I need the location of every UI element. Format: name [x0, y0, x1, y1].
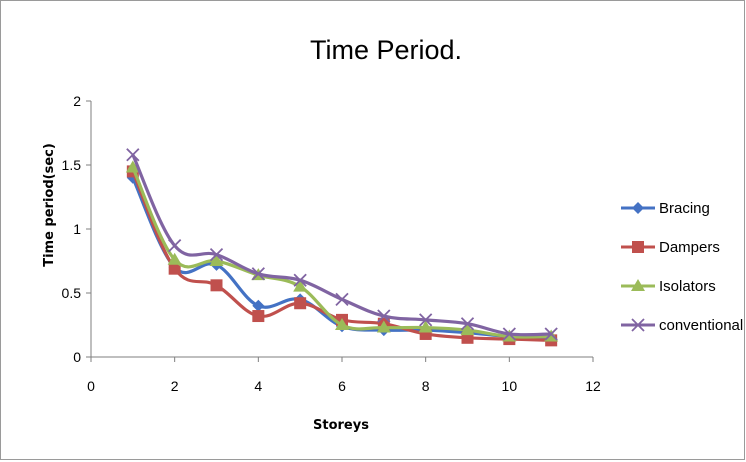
- data-point-conventional: [544, 327, 558, 341]
- y-tick-label: 1: [73, 221, 81, 237]
- data-point-isolators: [125, 160, 140, 173]
- legend-label: conventional: [659, 317, 743, 334]
- legend-item-dampers: Dampers: [621, 239, 720, 256]
- tick-labels: 0 0.5 1 1.5 2 0 2 4 6 8 10 12: [62, 93, 601, 394]
- data-point-conventional: [209, 247, 224, 262]
- data-point-conventional: [502, 327, 516, 341]
- y-tick-label: 0.5: [62, 285, 82, 301]
- marker-stroke: [293, 273, 307, 287]
- data-point-dampers: [168, 262, 181, 275]
- marker-stroke: [168, 239, 182, 253]
- legend-marker: [632, 241, 644, 253]
- data-point-bracing: [252, 299, 265, 312]
- x-axis-label: Storeys: [313, 418, 369, 433]
- data-point-conventional: [460, 317, 475, 331]
- data-point-conventional: [126, 148, 140, 162]
- marker-stroke: [419, 313, 433, 327]
- data-point-isolators: [293, 279, 308, 292]
- chart-title: Time Period.: [310, 35, 462, 65]
- series-conventional: [126, 148, 558, 341]
- series-line-conventional: [131, 154, 552, 337]
- legend-label: Isolators: [659, 278, 716, 295]
- data-point-dampers: [210, 279, 223, 292]
- y-tick-label: 1.5: [62, 157, 82, 173]
- legend-label: Bracing: [659, 200, 710, 217]
- x-tick-label: 0: [87, 378, 95, 394]
- series-line-bracing: [131, 177, 552, 340]
- legend-marker: [631, 318, 645, 332]
- marker-stroke: [251, 267, 265, 281]
- data-point-isolators: [167, 252, 182, 265]
- data-point-isolators: [418, 320, 433, 333]
- marker-stroke: [460, 317, 475, 331]
- x-tick-label: 10: [502, 378, 518, 394]
- marker-stroke: [502, 327, 516, 341]
- data-point-dampers: [294, 297, 307, 310]
- data-point-isolators: [335, 318, 349, 330]
- marker-stroke: [209, 247, 224, 262]
- x-tick-label: 6: [338, 378, 346, 394]
- marker-stroke: [544, 327, 558, 341]
- data-point-dampers: [252, 310, 265, 323]
- y-tick-label: 0: [73, 349, 81, 365]
- data-point-conventional: [335, 292, 349, 307]
- data-point-isolators: [209, 254, 224, 266]
- x-tick-label: 12: [585, 378, 601, 394]
- legend-label: Dampers: [659, 239, 720, 256]
- x-tick-label: 4: [254, 378, 262, 394]
- data-point-conventional: [251, 267, 265, 281]
- y-axis-label: Time period(sec): [42, 143, 57, 267]
- marker-stroke: [335, 292, 349, 307]
- x-tick-label: 8: [422, 378, 430, 394]
- x-tick-label: 2: [171, 378, 179, 394]
- data-point-isolators: [376, 320, 391, 333]
- y-tick-label: 2: [73, 93, 81, 109]
- legend-marker: [632, 202, 644, 214]
- legend: Bracing Dampers Isolators conventional: [621, 200, 743, 334]
- legend-marker: [631, 279, 645, 291]
- plot-area: [125, 148, 559, 347]
- data-point-isolators: [460, 323, 475, 336]
- marker-stroke: [631, 318, 645, 332]
- marker-stroke: [377, 309, 391, 323]
- series-line-isolators: [131, 166, 552, 339]
- data-point-conventional: [293, 273, 307, 287]
- data-point-conventional: [168, 239, 182, 253]
- legend-item-bracing: Bracing: [621, 200, 710, 217]
- legend-item-isolators: Isolators: [621, 278, 716, 295]
- marker-stroke: [126, 148, 140, 162]
- data-point-conventional: [419, 313, 433, 327]
- data-point-conventional: [377, 309, 391, 323]
- legend-item-conventional: conventional: [621, 317, 743, 334]
- axes: [86, 100, 594, 362]
